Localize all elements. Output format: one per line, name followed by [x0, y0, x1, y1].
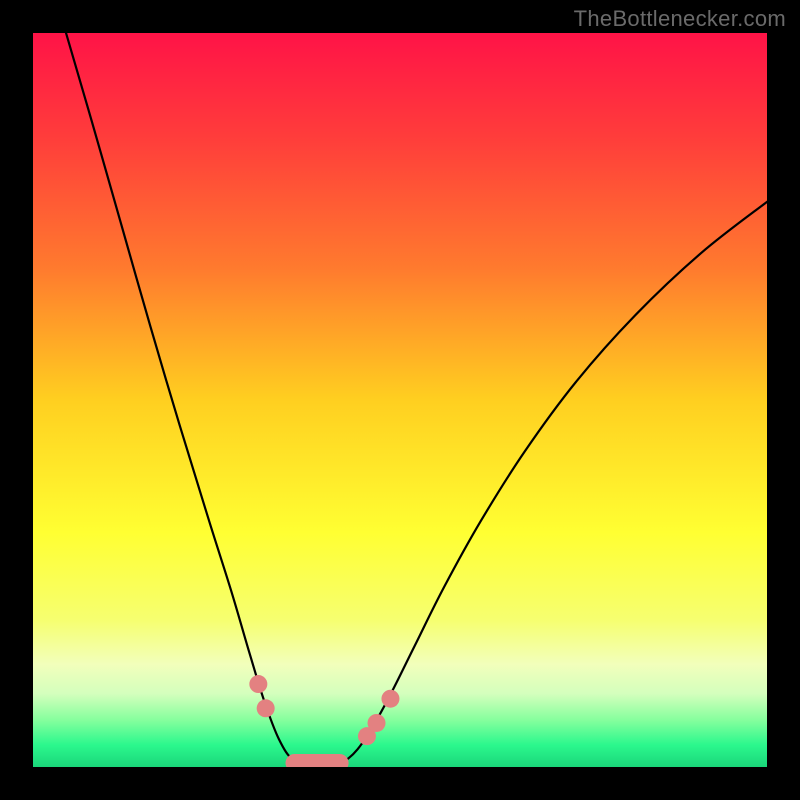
- bottom-marker-bar: [285, 754, 348, 767]
- chart-svg: [33, 33, 767, 767]
- marker-dot: [381, 690, 399, 708]
- marker-dot: [368, 714, 386, 732]
- plot-area: [33, 33, 767, 767]
- plot-background: [33, 33, 767, 767]
- marker-dot: [257, 699, 275, 717]
- watermark-text: TheBottlenecker.com: [574, 6, 786, 32]
- marker-dot: [249, 675, 267, 693]
